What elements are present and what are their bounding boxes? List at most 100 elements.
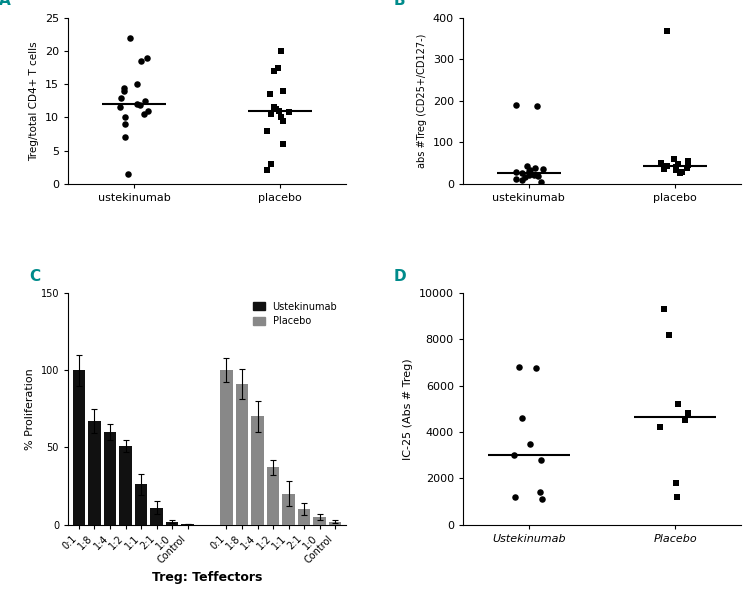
Point: [124, 33, 136, 43]
Point: [655, 158, 668, 168]
Point: [272, 63, 284, 72]
Point: [119, 133, 131, 142]
Y-axis label: IC-25 (Abs # Treg): IC-25 (Abs # Treg): [403, 358, 414, 459]
Point: [119, 119, 131, 129]
Point: [668, 154, 680, 163]
Point: [658, 305, 671, 314]
Point: [275, 46, 287, 56]
Bar: [135, 484, 147, 525]
Point: [524, 438, 536, 448]
Point: [672, 399, 684, 409]
Point: [680, 415, 692, 425]
Point: [115, 93, 127, 103]
Point: [509, 492, 521, 502]
Point: [529, 163, 541, 172]
Point: [528, 171, 540, 180]
Point: [265, 109, 277, 119]
Point: [277, 139, 290, 149]
Y-axis label: Treg/total CD4+ T cells: Treg/total CD4+ T cells: [29, 41, 39, 160]
Point: [682, 156, 694, 166]
Point: [672, 159, 684, 169]
Point: [119, 113, 132, 122]
Point: [661, 161, 673, 171]
Point: [261, 126, 273, 136]
Point: [522, 169, 534, 179]
Point: [270, 105, 282, 115]
Point: [671, 492, 683, 502]
Point: [530, 364, 542, 373]
Point: [661, 26, 673, 36]
Bar: [73, 370, 85, 525]
Legend: Ustekinumab, Placebo: Ustekinumab, Placebo: [249, 298, 341, 330]
Point: [509, 450, 521, 460]
Point: [513, 362, 525, 372]
Point: [134, 101, 146, 110]
Bar: [119, 446, 132, 525]
Bar: [220, 370, 233, 525]
Point: [521, 162, 533, 171]
Point: [536, 494, 548, 504]
Bar: [166, 522, 178, 525]
Point: [516, 175, 528, 185]
Point: [677, 167, 689, 177]
Point: [534, 487, 547, 497]
Point: [135, 56, 147, 66]
Text: C: C: [29, 270, 40, 284]
Point: [114, 103, 126, 112]
Bar: [88, 421, 101, 525]
Text: D: D: [393, 270, 406, 284]
Point: [537, 164, 549, 174]
Point: [264, 89, 276, 99]
Text: B: B: [393, 0, 405, 8]
Text: A: A: [0, 0, 11, 8]
Bar: [236, 384, 248, 525]
Point: [682, 160, 694, 170]
Point: [268, 66, 280, 76]
Point: [131, 99, 143, 109]
Point: [277, 86, 290, 96]
Point: [138, 109, 150, 119]
Point: [268, 103, 280, 112]
X-axis label: Treg: Teffectors: Treg: Teffectors: [152, 571, 262, 584]
Point: [122, 169, 135, 178]
Point: [131, 80, 143, 89]
Y-axis label: abs #Treg (CD25+/CD127-): abs #Treg (CD25+/CD127-): [417, 34, 427, 168]
Point: [262, 166, 274, 175]
Point: [682, 409, 694, 418]
Point: [658, 164, 671, 174]
Point: [510, 167, 522, 177]
Bar: [181, 524, 194, 525]
Bar: [314, 517, 326, 525]
Point: [531, 171, 544, 181]
Point: [671, 162, 683, 172]
Point: [118, 83, 130, 92]
Point: [534, 177, 547, 186]
Bar: [267, 467, 279, 525]
Point: [519, 172, 531, 182]
Point: [141, 53, 153, 63]
Bar: [104, 432, 116, 525]
Point: [138, 96, 150, 106]
Point: [670, 166, 682, 175]
Point: [510, 100, 522, 110]
Point: [531, 101, 543, 110]
Point: [516, 413, 528, 423]
Point: [274, 113, 287, 122]
Bar: [298, 509, 311, 525]
Bar: [251, 417, 264, 525]
Point: [510, 174, 522, 183]
Point: [277, 116, 289, 125]
Point: [522, 166, 534, 176]
Point: [273, 106, 285, 116]
Point: [674, 168, 686, 178]
Point: [265, 159, 277, 169]
Point: [141, 106, 153, 116]
Point: [524, 166, 536, 175]
Point: [655, 423, 667, 432]
Bar: [283, 494, 295, 525]
Point: [670, 478, 682, 488]
Point: [663, 330, 675, 339]
Point: [535, 455, 547, 464]
Point: [283, 107, 295, 117]
Point: [516, 168, 528, 178]
